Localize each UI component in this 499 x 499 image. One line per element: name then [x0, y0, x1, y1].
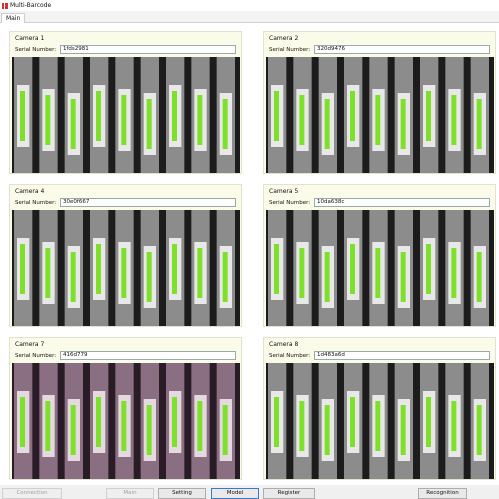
serial-label: Serial Number:	[269, 352, 311, 359]
camera-label: Camera 4	[15, 188, 45, 195]
camera-image	[12, 210, 240, 326]
register-button[interactable]: Register	[263, 488, 315, 499]
serial-row: Serial Number: 416d779	[15, 351, 236, 360]
serial-number-field[interactable]: 1fds2981	[60, 45, 236, 54]
camera-image	[266, 210, 494, 326]
model-button[interactable]: Model	[211, 488, 259, 499]
serial-number-field[interactable]: 10da638c	[314, 198, 490, 207]
app-icon	[2, 2, 8, 9]
camera-image	[12, 57, 240, 173]
serial-row: Serial Number: 1fds2981	[15, 45, 236, 54]
camera-image	[266, 363, 494, 479]
connection-button[interactable]: Connection	[2, 488, 62, 499]
serial-row: Serial Number: 10da638c	[269, 198, 490, 207]
serial-number-field[interactable]: 320d9476	[314, 45, 490, 54]
serial-row: Serial Number: 1d483a6d	[269, 351, 490, 360]
bottom-toolbar: Connection Main Setting Model Register R…	[0, 485, 499, 499]
main-button[interactable]: Main	[106, 488, 154, 499]
tab-main[interactable]: Main	[1, 13, 26, 24]
main-area: Camera 1 Serial Number: 1fds2981 Camera …	[0, 23, 499, 485]
camera-image	[12, 363, 240, 479]
camera-label: Camera 7	[15, 341, 45, 348]
serial-label: Serial Number:	[269, 199, 311, 206]
camera-label: Camera 2	[269, 35, 299, 42]
serial-label: Serial Number:	[15, 46, 57, 53]
serial-number-field[interactable]: 416d779	[60, 351, 236, 360]
camera-label: Camera 5	[269, 188, 299, 195]
camera-label: Camera 8	[269, 341, 299, 348]
camera-label: Camera 1	[15, 35, 45, 42]
serial-label: Serial Number:	[15, 352, 57, 359]
window-title: Multi-Barcode	[10, 2, 52, 9]
camera-panel: Camera 5 Serial Number: 10da638c	[263, 184, 496, 327]
camera-panel: Camera 1 Serial Number: 1fds2981	[9, 31, 242, 174]
serial-label: Serial Number:	[15, 199, 57, 206]
recognition-button[interactable]: Recognition	[418, 488, 467, 499]
camera-panel: Camera 7 Serial Number: 416d779	[9, 337, 242, 480]
title-bar: Multi-Barcode	[0, 0, 499, 11]
serial-number-field[interactable]: 1d483a6d	[314, 351, 490, 360]
tab-bar: Main	[0, 11, 499, 24]
serial-row: Serial Number: 320d9476	[269, 45, 490, 54]
camera-panel: Camera 4 Serial Number: 30e0f667	[9, 184, 242, 327]
serial-label: Serial Number:	[269, 46, 311, 53]
camera-panel: Camera 8 Serial Number: 1d483a6d	[263, 337, 496, 480]
serial-number-field[interactable]: 30e0f667	[60, 198, 236, 207]
setting-button[interactable]: Setting	[158, 488, 206, 499]
camera-panel: Camera 2 Serial Number: 320d9476	[263, 31, 496, 174]
camera-image	[266, 57, 494, 173]
serial-row: Serial Number: 30e0f667	[15, 198, 236, 207]
